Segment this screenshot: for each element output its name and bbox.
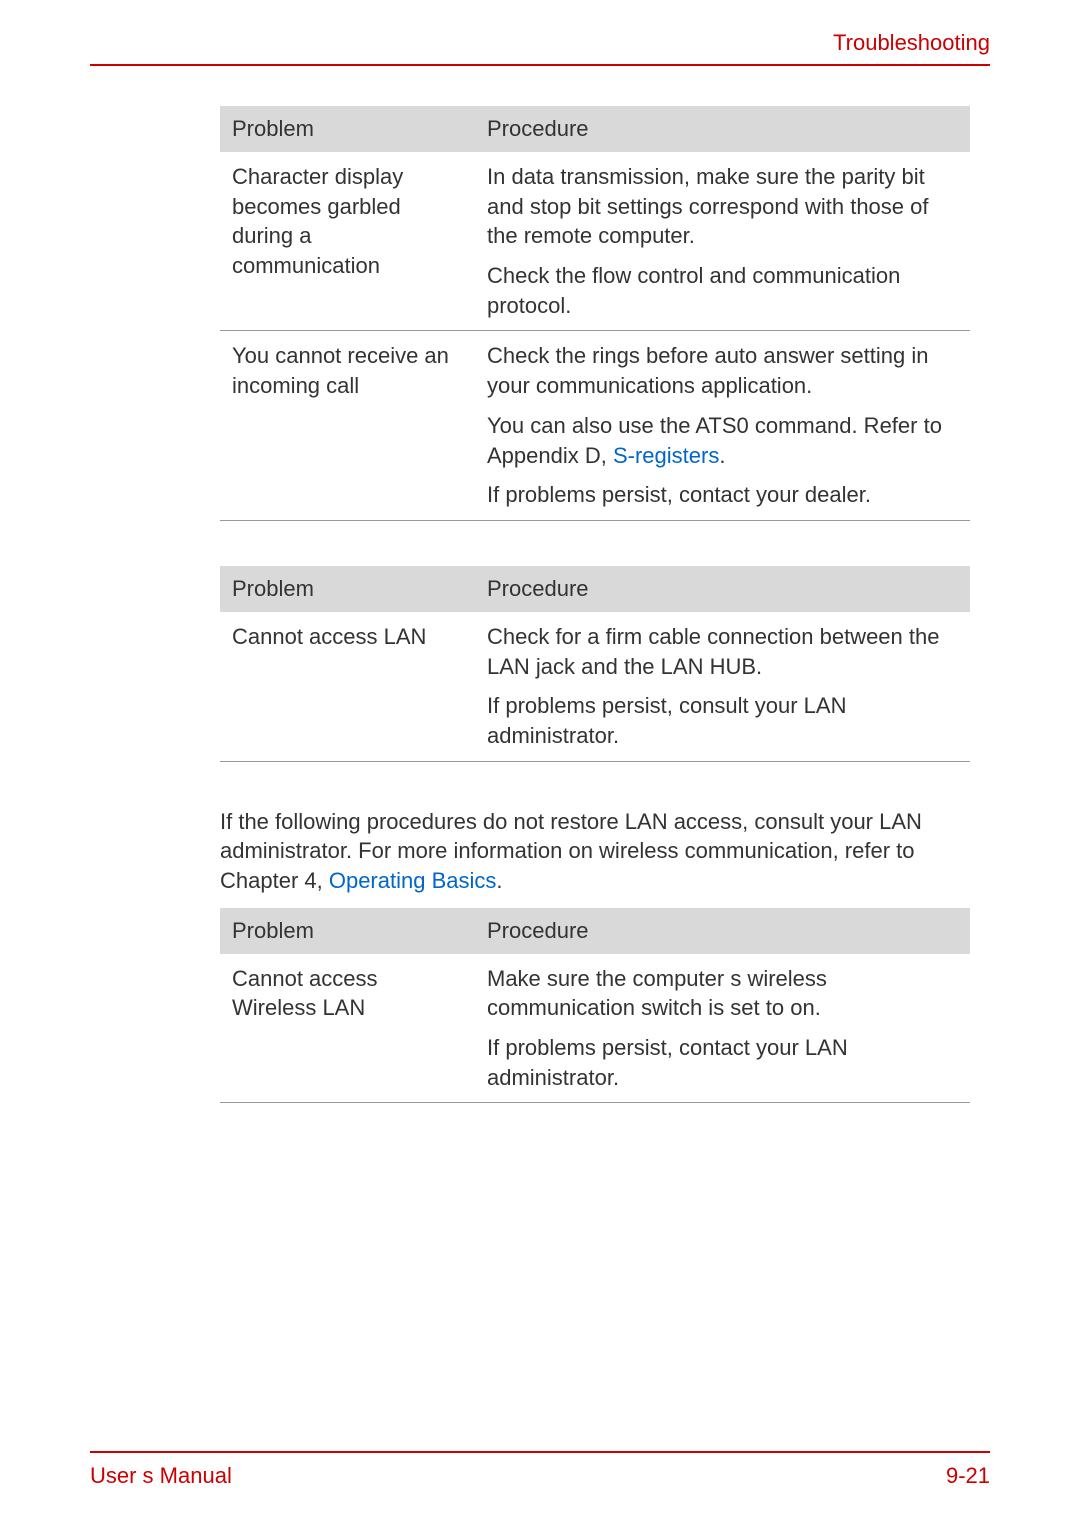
procedure-text: Check the rings before auto answer setti… <box>487 341 958 400</box>
procedure-cell: Make sure the computer s wireless commun… <box>475 954 970 1103</box>
lan-troubleshoot-table: Problem Procedure Cannot access LAN Chec… <box>220 566 970 762</box>
page-container: Troubleshooting Problem Procedure Charac… <box>0 0 1080 1529</box>
page-footer: User s Manual 9-21 <box>90 1451 990 1489</box>
procedure-cell: Check for a firm cable connection betwee… <box>475 612 970 761</box>
column-header-problem: Problem <box>220 566 475 612</box>
table-row: Cannot access Wireless LAN Make sure the… <box>220 954 970 1103</box>
column-header-procedure: Procedure <box>475 566 970 612</box>
procedure-text-part: . <box>719 443 725 468</box>
footer-right: 9-21 <box>946 1463 990 1489</box>
column-header-procedure: Procedure <box>475 106 970 152</box>
footer-left: User s Manual <box>90 1463 232 1489</box>
procedure-text: Check for a firm cable connection betwee… <box>487 622 958 681</box>
operating-basics-link[interactable]: Operating Basics <box>329 868 497 893</box>
table-header-row: Problem Procedure <box>220 566 970 612</box>
page-header: Troubleshooting <box>90 30 990 66</box>
procedure-text: If problems persist, consult your LAN ad… <box>487 691 958 750</box>
column-header-problem: Problem <box>220 106 475 152</box>
problem-cell: Character display becomes garbled during… <box>220 152 475 331</box>
wlan-intro-text-post: . <box>496 868 502 893</box>
wlan-troubleshoot-table: Problem Procedure Cannot access Wireless… <box>220 908 970 1104</box>
content-area: Problem Procedure Character display beco… <box>90 106 990 1451</box>
header-title: Troubleshooting <box>833 30 990 55</box>
procedure-text: If problems persist, contact your LAN ad… <box>487 1033 958 1092</box>
procedure-text: You can also use the ATS0 command. Refer… <box>487 411 958 470</box>
procedure-cell: In data transmission, make sure the pari… <box>475 152 970 331</box>
problem-cell: Cannot access LAN <box>220 612 475 761</box>
table-row: Character display becomes garbled during… <box>220 152 970 331</box>
procedure-text: If problems persist, contact your dealer… <box>487 480 958 510</box>
procedure-text: Check the flow control and communication… <box>487 261 958 320</box>
column-header-procedure: Procedure <box>475 908 970 954</box>
modem-troubleshoot-table: Problem Procedure Character display beco… <box>220 106 970 521</box>
column-header-problem: Problem <box>220 908 475 954</box>
table-row: You cannot receive an incoming call Chec… <box>220 331 970 520</box>
table-row: Cannot access LAN Check for a firm cable… <box>220 612 970 761</box>
wlan-intro-paragraph: If the following procedures do not resto… <box>220 807 970 896</box>
problem-cell: Cannot access Wireless LAN <box>220 954 475 1103</box>
wlan-intro-text: If the following procedures do not resto… <box>220 809 922 893</box>
table-header-row: Problem Procedure <box>220 908 970 954</box>
s-registers-link[interactable]: S-registers <box>613 443 719 468</box>
table-header-row: Problem Procedure <box>220 106 970 152</box>
procedure-cell: Check the rings before auto answer setti… <box>475 331 970 520</box>
procedure-text: In data transmission, make sure the pari… <box>487 162 958 251</box>
procedure-text: Make sure the computer s wireless commun… <box>487 964 958 1023</box>
problem-cell: You cannot receive an incoming call <box>220 331 475 520</box>
